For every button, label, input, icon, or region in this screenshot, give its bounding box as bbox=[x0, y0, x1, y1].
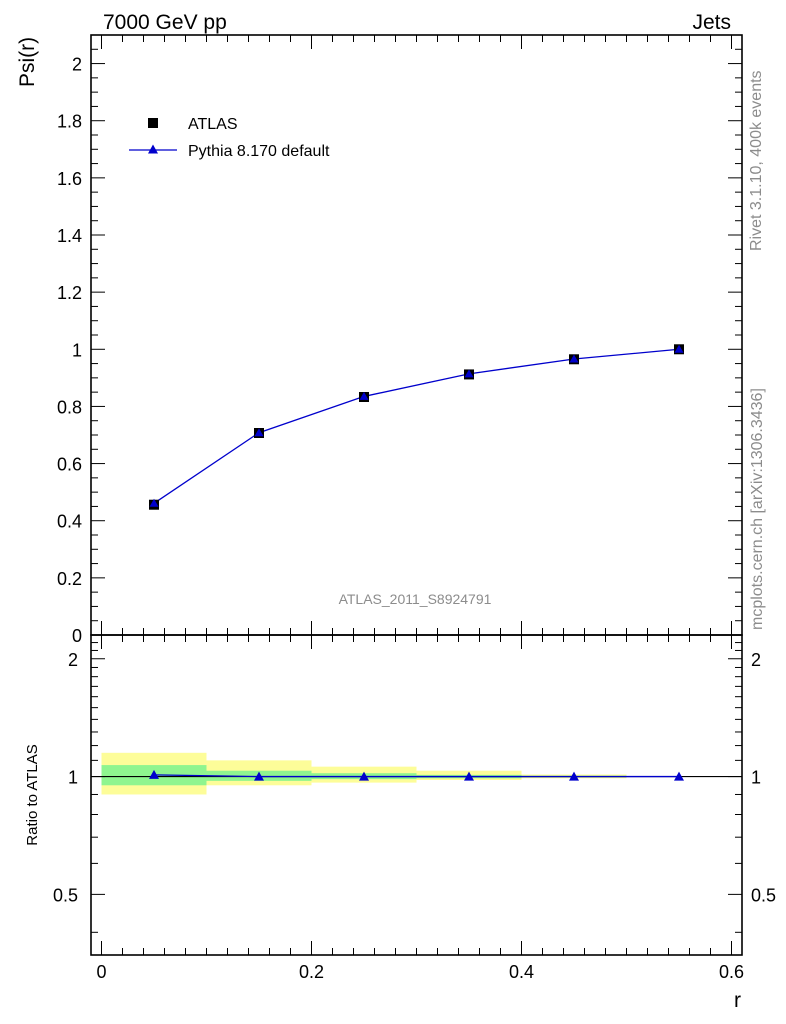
main-ytick-label-7: 1.4 bbox=[57, 226, 82, 246]
ratio-ytick-label-right-1: 1 bbox=[751, 768, 761, 788]
axis-ticks bbox=[91, 35, 742, 955]
main-ytick-label-0: 0 bbox=[72, 626, 82, 646]
xtick-label-2: 0.4 bbox=[509, 962, 534, 982]
ratio-mc-point-2 bbox=[359, 771, 369, 781]
legend: ATLAS Pythia 8.170 default bbox=[129, 116, 330, 160]
main-mc-point-4 bbox=[569, 354, 579, 363]
main-ytick-label-5: 1 bbox=[72, 340, 82, 360]
main-ytick-label-6: 1.2 bbox=[57, 283, 82, 303]
main-mc-line bbox=[153, 348, 680, 504]
legend-data-marker bbox=[148, 118, 158, 128]
data-marks bbox=[91, 344, 742, 781]
main-ytick-label-2: 0.4 bbox=[57, 512, 82, 532]
legend-data-label: ATLAS bbox=[188, 116, 238, 133]
main-mc-point-0 bbox=[149, 498, 159, 507]
ratio-mc-point-5 bbox=[674, 771, 684, 781]
plot-frames bbox=[90, 34, 743, 956]
ratio-ytick-label-left-2: 2 bbox=[68, 650, 78, 670]
main-mc-point-5 bbox=[674, 344, 684, 353]
xtick-label-0: 0 bbox=[96, 962, 106, 982]
legend-mc-marker bbox=[148, 144, 158, 154]
ratio-y-axis-label: Ratio to ATLAS bbox=[24, 744, 41, 845]
rivet-info-text: Rivet 3.1.10, 400k events bbox=[748, 70, 765, 251]
ratio-ytick-label-left-1: 1 bbox=[68, 768, 78, 788]
main-ytick-label-4: 0.8 bbox=[57, 397, 82, 417]
main-ytick-label-3: 0.6 bbox=[57, 455, 82, 475]
main-mc-point-1 bbox=[254, 428, 264, 437]
main-ytick-label-8: 1.6 bbox=[57, 169, 82, 189]
xtick-label-3: 0.6 bbox=[719, 962, 744, 982]
main-ytick-label-1: 0.2 bbox=[57, 569, 82, 589]
ratio-mc-line bbox=[153, 774, 679, 778]
main-ytick-label-10: 2 bbox=[72, 55, 82, 75]
main-mc-point-3 bbox=[464, 369, 474, 378]
axis-tick-labels: 0 0.2 0.4 0.6 0.8 1 1.2 1.4 1.6 1.8 2 0.5 0.5 1 1 2 2 0 0.… bbox=[53, 55, 776, 982]
ratio-mc-point-3 bbox=[464, 771, 474, 781]
ratio-mc-point-0 bbox=[149, 769, 159, 779]
xtick-label-1: 0.2 bbox=[299, 962, 324, 982]
ratio-mc-point-1 bbox=[254, 771, 264, 781]
analysis-label: ATLAS_2011_S8924791 bbox=[339, 591, 492, 607]
ratio-ytick-label-left-0: 0.5 bbox=[53, 885, 78, 905]
ratio-panel-frame bbox=[90, 634, 743, 956]
main-mc-point-2 bbox=[359, 391, 369, 400]
ratio-ytick-label-right-2: 2 bbox=[751, 650, 761, 670]
main-y-axis-label: Psi(r) bbox=[16, 37, 39, 87]
ratio-mc-point-4 bbox=[569, 771, 579, 781]
legend-mc-label: Pythia 8.170 default bbox=[188, 143, 330, 160]
main-ytick-label-9: 1.8 bbox=[57, 112, 82, 132]
process-label: Jets bbox=[692, 11, 731, 34]
energy-label: 7000 GeV pp bbox=[103, 11, 227, 34]
source-info-text: mcplots.cern.ch [arXiv:1306.3436] bbox=[749, 388, 766, 630]
ratio-ytick-label-right-0: 0.5 bbox=[751, 885, 776, 905]
x-axis-label: r bbox=[734, 989, 741, 1012]
